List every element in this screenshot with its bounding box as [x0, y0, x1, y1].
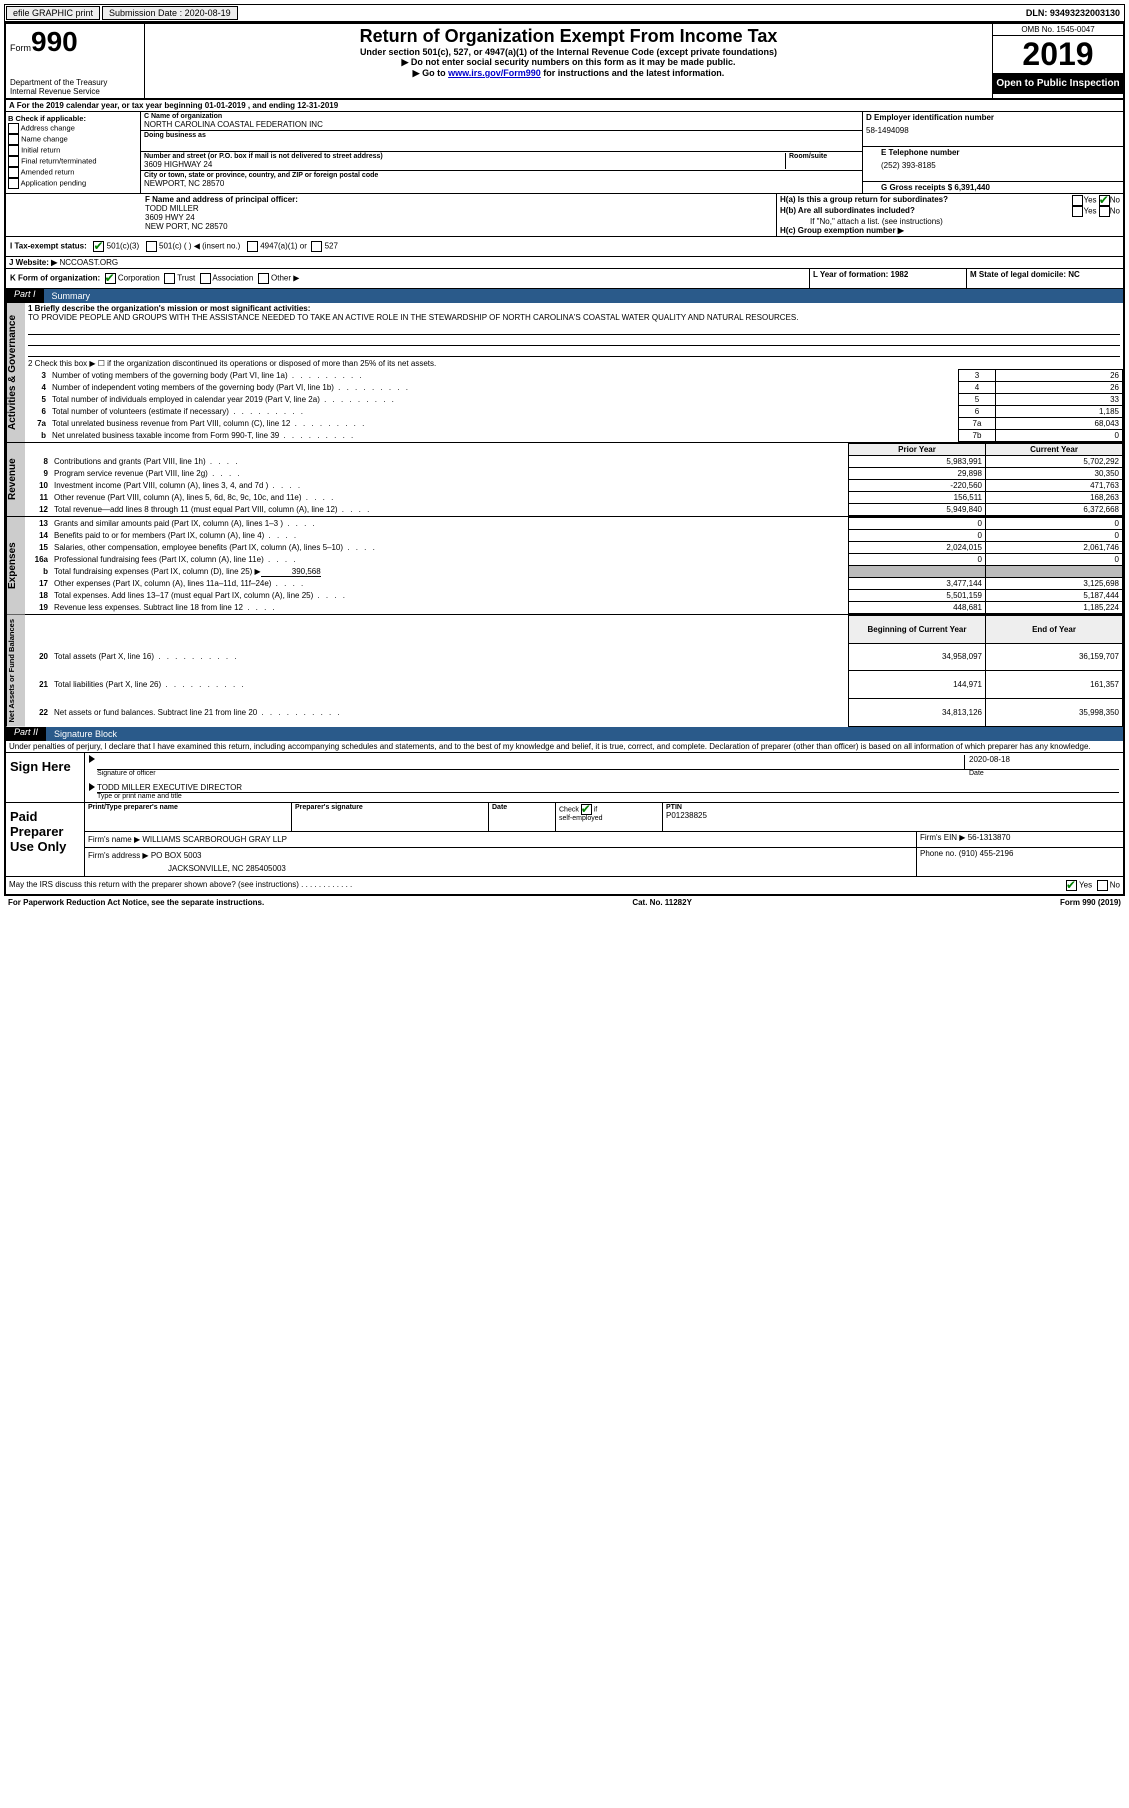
footer-mid: Cat. No. 11282Y: [632, 898, 692, 907]
form-title: Return of Organization Exempt From Incom…: [147, 26, 990, 47]
netassets-table: Beginning of Current YearEnd of Year20To…: [25, 615, 1123, 727]
revenue-table: Prior YearCurrent Year8Contributions and…: [25, 443, 1123, 516]
form-number: 990: [31, 26, 78, 58]
section-bcd: B Check if applicable: Address change Na…: [6, 112, 1123, 194]
form-label: Form: [10, 43, 31, 53]
section-deg: D Employer identification number 58-1494…: [862, 112, 1123, 193]
checkbox-501c[interactable]: [146, 241, 157, 252]
checkbox-assoc[interactable]: [200, 273, 211, 284]
topbar: efile GRAPHIC print Submission Date : 20…: [4, 4, 1125, 22]
efile-button[interactable]: efile GRAPHIC print: [6, 6, 100, 20]
checkbox-other[interactable]: [258, 273, 269, 284]
footer: For Paperwork Reduction Act Notice, see …: [4, 896, 1125, 909]
checkbox-ha-no[interactable]: [1099, 195, 1110, 206]
header-sub1: Under section 501(c), 527, or 4947(a)(1)…: [147, 47, 990, 57]
checkbox-hb-yes[interactable]: [1072, 206, 1083, 217]
phone: (252) 393-8185: [881, 161, 1120, 170]
header-sub3: ▶ Go to www.irs.gov/Form990 for instruct…: [147, 68, 990, 79]
submission-date: Submission Date : 2020-08-19: [102, 6, 238, 20]
checkbox-527[interactable]: [311, 241, 322, 252]
side-revenue: Revenue: [6, 443, 25, 516]
section-b: B Check if applicable: Address change Na…: [6, 112, 141, 193]
officer-name: TODD MILLER: [145, 204, 773, 213]
part1-revenue: Revenue Prior YearCurrent Year8Contribut…: [6, 442, 1123, 516]
org-city: NEWPORT, NC 28570: [144, 179, 859, 188]
dept-irs: Internal Revenue Service: [10, 87, 140, 96]
section-fh: F Name and address of principal officer:…: [6, 194, 1123, 237]
governance-table: 3Number of voting members of the governi…: [25, 369, 1123, 442]
ein: 58-1494098: [866, 126, 1120, 135]
checkbox-address-change[interactable]: [8, 123, 19, 134]
tax-year: 2019: [993, 36, 1123, 74]
checkbox-discuss-no[interactable]: [1097, 880, 1108, 891]
form-header: Form 990 Department of the Treasury Inte…: [6, 24, 1123, 100]
section-i: I Tax-exempt status: 501(c)(3) 501(c) ( …: [6, 237, 1123, 257]
section-klm: K Form of organization: Corporation Trus…: [6, 269, 1123, 289]
officer-name-title: TODD MILLER EXECUTIVE DIRECTOR: [97, 783, 1119, 793]
irs-link[interactable]: www.irs.gov/Form990: [448, 68, 541, 78]
part2-header: Part II Signature Block: [6, 727, 1123, 741]
state-domicile: M State of legal domicile: NC: [966, 269, 1123, 288]
dept-treasury: Department of the Treasury: [10, 78, 140, 87]
side-governance: Activities & Governance: [6, 303, 25, 442]
side-expenses: Expenses: [6, 517, 25, 614]
section-c: C Name of organization NORTH CAROLINA CO…: [141, 112, 862, 193]
part1-header: Part I Summary: [6, 289, 1123, 303]
checkbox-pending[interactable]: [8, 178, 19, 189]
checkbox-trust[interactable]: [164, 273, 175, 284]
mission-text: TO PROVIDE PEOPLE AND GROUPS WITH THE AS…: [28, 313, 1120, 322]
checkbox-self-employed[interactable]: [581, 804, 592, 815]
discuss-row: May the IRS discuss this return with the…: [6, 877, 1123, 894]
firm-city: JACKSONVILLE, NC 285405003: [88, 864, 913, 873]
section-j: J Website: ▶ NCCOAST.ORG: [6, 257, 1123, 269]
checkbox-amended[interactable]: [8, 167, 19, 178]
checkbox-corp[interactable]: [105, 273, 116, 284]
firm-phone: Phone no. (910) 455-2196: [917, 848, 1123, 876]
org-name: NORTH CAROLINA COASTAL FEDERATION INC: [144, 120, 859, 129]
header-sub2: ▶ Do not enter social security numbers o…: [147, 57, 990, 68]
ptin: P01238825: [666, 811, 1120, 820]
dln: DLN: 93493232003130: [1026, 8, 1124, 18]
checkbox-501c3[interactable]: [93, 241, 104, 252]
footer-right: Form 990 (2019): [1060, 898, 1121, 907]
gross-receipts: G Gross receipts $ 6,391,440: [863, 182, 1123, 193]
year-formation: L Year of formation: 1982: [809, 269, 966, 288]
footer-left: For Paperwork Reduction Act Notice, see …: [8, 898, 264, 907]
arrow-icon: [89, 755, 95, 763]
firm-ein: 56-1313870: [968, 833, 1011, 842]
checkbox-final-return[interactable]: [8, 156, 19, 167]
checkbox-name-change[interactable]: [8, 134, 19, 145]
sig-date: 2020-08-18: [964, 755, 1119, 770]
checkbox-initial-return[interactable]: [8, 145, 19, 156]
side-netassets: Net Assets or Fund Balances: [6, 615, 25, 727]
arrow-icon: [89, 783, 95, 791]
checkbox-hb-no[interactable]: [1099, 206, 1110, 217]
firm-name: WILLIAMS SCARBOROUGH GRAY LLP: [142, 835, 287, 844]
paid-preparer-block: Paid Preparer Use Only Print/Type prepar…: [6, 803, 1123, 877]
checkbox-ha-yes[interactable]: [1072, 195, 1083, 206]
form-container: Form 990 Department of the Treasury Inte…: [4, 22, 1125, 896]
part1-governance: Activities & Governance 1 Briefly descri…: [6, 303, 1123, 442]
open-public: Open to Public Inspection: [993, 74, 1123, 94]
penalty-statement: Under penalties of perjury, I declare th…: [6, 741, 1123, 753]
website-url: NCCOAST.ORG: [59, 258, 118, 267]
org-address: 3609 HIGHWAY 24: [144, 160, 785, 169]
omb-number: OMB No. 1545-0047: [993, 24, 1123, 36]
checkbox-4947[interactable]: [247, 241, 258, 252]
part1-netassets: Net Assets or Fund Balances Beginning of…: [6, 614, 1123, 727]
expenses-table: 13Grants and similar amounts paid (Part …: [25, 517, 1123, 614]
sign-here-block: Sign Here 2020-08-18 Signature of office…: [6, 753, 1123, 803]
part1-expenses: Expenses 13Grants and similar amounts pa…: [6, 516, 1123, 614]
checkbox-discuss-yes[interactable]: [1066, 880, 1077, 891]
line-a: A For the 2019 calendar year, or tax yea…: [6, 100, 1123, 112]
